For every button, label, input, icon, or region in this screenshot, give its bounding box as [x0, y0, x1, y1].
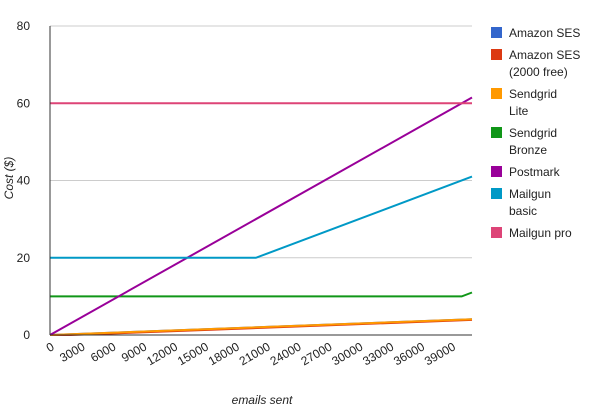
- y-tick-labels: 0 20 40 60 80: [17, 19, 31, 342]
- x-tick-label: 6000: [88, 339, 118, 365]
- legend-label-sendgrid-lite: Sendgrid Lite: [509, 87, 557, 118]
- x-tick-label: 15000: [175, 339, 211, 368]
- x-tick-label: 33000: [360, 339, 396, 368]
- x-tick-label: 18000: [206, 339, 242, 368]
- legend-swatch-mailgun-pro: [491, 227, 502, 238]
- x-tick-label: 36000: [391, 339, 427, 368]
- legend-label-sendgrid-bronze: Sendgrid Bronze: [509, 126, 557, 157]
- gridlines: [50, 25, 472, 259]
- legend-swatch-sendgrid-lite: [491, 88, 502, 99]
- x-tick-label: 21000: [237, 339, 273, 368]
- series-line-mailgun-basic: [50, 175, 473, 259]
- legend-swatch-sendgrid-bronze: [491, 127, 502, 138]
- series-line-sendgrid-lite: [49, 318, 473, 336]
- x-axis-title: emails sent: [232, 393, 293, 407]
- series-line-postmark: [49, 96, 473, 336]
- y-tick-label: 60: [17, 96, 31, 110]
- y-tick-label: 40: [17, 174, 31, 188]
- legend-label-amazon-ses: Amazon SES: [509, 26, 580, 40]
- legend-label-postmark: Postmark: [509, 165, 561, 179]
- legend-label-amazon-ses-2000-free: Amazon SES (2000 free): [509, 48, 580, 79]
- x-tick-labels: 0 3000 6000 9000120001500018000210002400027…: [44, 339, 458, 368]
- x-tick-label: 27000: [298, 339, 334, 368]
- legend-swatch-amazon-ses-2000-free: [491, 49, 502, 60]
- legend-swatch-mailgun-basic: [491, 188, 502, 199]
- legend-swatch-postmark: [491, 166, 502, 177]
- x-tick-label: 39000: [422, 339, 458, 368]
- series-lines: [49, 96, 473, 336]
- axes: [49, 26, 472, 336]
- x-tick-label: 24000: [268, 339, 304, 368]
- x-tick-label: 3000: [57, 339, 87, 365]
- x-tick-label: 0: [44, 339, 57, 355]
- x-tick-label: 12000: [144, 339, 180, 368]
- y-tick-label: 20: [17, 251, 31, 265]
- y-tick-label: 80: [17, 19, 31, 33]
- x-tick-label: 9000: [119, 339, 149, 365]
- legend-label-mailgun-pro: Mailgun pro: [509, 226, 572, 240]
- x-tick-label: 30000: [329, 339, 365, 368]
- series-line-sendgrid-bronze: [50, 291, 473, 298]
- y-tick-label: 0: [23, 328, 30, 342]
- y-axis-title: Cost ($): [2, 157, 16, 200]
- legend: Amazon SES Amazon SES (2000 free) Sendgrid L…: [491, 26, 580, 240]
- legend-label-mailgun-basic: Mailgun basic: [509, 187, 551, 218]
- legend-swatch-amazon-ses: [491, 27, 502, 38]
